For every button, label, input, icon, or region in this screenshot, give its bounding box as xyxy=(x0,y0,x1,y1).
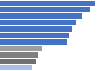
Bar xyxy=(0,65,32,70)
Bar xyxy=(0,7,90,12)
Bar xyxy=(0,39,67,45)
Bar xyxy=(0,13,82,19)
Bar xyxy=(0,59,36,64)
Bar xyxy=(0,20,76,25)
Bar xyxy=(0,46,42,51)
Bar xyxy=(0,33,69,38)
Bar xyxy=(0,1,95,6)
Bar xyxy=(0,52,38,58)
Bar xyxy=(0,26,72,32)
